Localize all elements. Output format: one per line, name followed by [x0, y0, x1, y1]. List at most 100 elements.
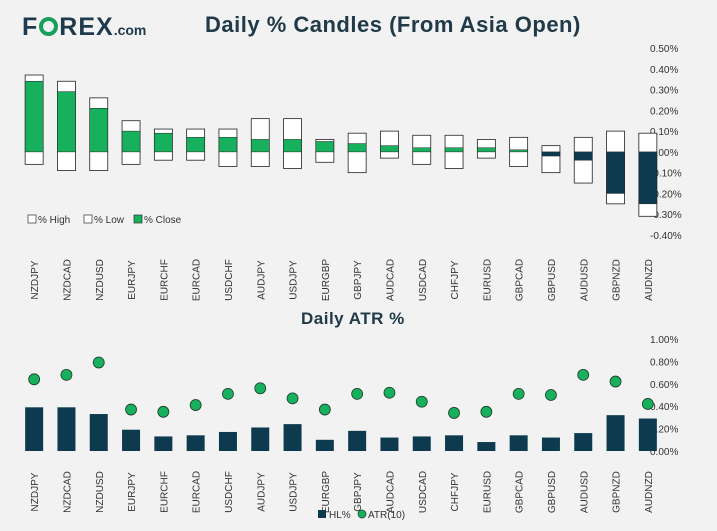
candle-close-body	[186, 137, 205, 153]
atr-chart-title: Daily ATR %	[301, 309, 405, 328]
atr-dot	[28, 373, 41, 386]
candles-xtick-label: EURCAD	[192, 259, 203, 301]
atr-xtick-label: EURGBP	[321, 471, 332, 514]
candles-xtick-label: AUDUSD	[579, 259, 590, 301]
candles-ytick-label: 0.10%	[650, 127, 678, 138]
atr-hl-bar	[541, 437, 560, 451]
candles-xtick-label: EURJPY	[127, 260, 138, 300]
atr-dot	[60, 368, 73, 381]
candle-range-box	[380, 130, 399, 159]
candles-legend-label: % Low	[94, 215, 125, 226]
candle-close-body	[444, 147, 464, 153]
logo-ring-icon	[39, 17, 59, 36]
candles-xtick-label: NZDCAD	[62, 259, 73, 301]
atr-dot	[577, 368, 590, 381]
candles-xtick-label: USDCHF	[224, 259, 235, 301]
atr-xtick-label: NZDUSD	[95, 471, 106, 513]
atr-xtick-label: EURUSD	[482, 471, 493, 513]
candles-xtick-label: GBPNZD	[612, 259, 623, 301]
candle-close-body	[638, 151, 658, 205]
atr-dot	[609, 375, 622, 388]
atr-hl-bar	[445, 435, 464, 451]
candle-close-body	[541, 151, 561, 157]
atr-hl-bar	[315, 439, 334, 451]
atr-xtick-label: EURCAD	[192, 471, 203, 513]
atr-xtick-label: USDJPY	[289, 472, 300, 512]
candles-xtick-label: CHFJPY	[450, 260, 461, 299]
forex-logo: F REX.com	[22, 13, 147, 41]
atr-dot	[512, 387, 525, 400]
candle-close-body	[154, 132, 173, 153]
candles-xtick-label: USDJPY	[289, 260, 300, 300]
atr-hl-bar	[574, 433, 593, 451]
atr-dot	[189, 399, 202, 411]
atr-legend-swatch	[357, 509, 367, 519]
candle-close-body	[121, 130, 141, 153]
candles-ytick-label: -0.40%	[650, 231, 682, 242]
candles-xtick-label: AUDCAD	[385, 259, 396, 301]
atr-ytick-label: 0.00%	[650, 447, 678, 458]
candle-close-body	[315, 141, 335, 153]
atr-dot	[318, 403, 331, 416]
candles-legend-swatch	[83, 214, 93, 224]
atr-xtick-label: NZDJPY	[30, 472, 41, 511]
atr-xtick-label: USDCHF	[224, 471, 235, 513]
candle-close-body	[606, 151, 625, 194]
atr-ytick-label: 0.60%	[650, 380, 678, 391]
candle-close-body	[251, 139, 270, 153]
candle-close-body	[477, 147, 496, 153]
atr-dot	[480, 405, 493, 418]
atr-xtick-label: AUDUSD	[579, 471, 590, 513]
atr-dot	[92, 356, 105, 369]
candles-ytick-label: 0.20%	[650, 106, 678, 117]
atr-hl-bar	[57, 407, 76, 451]
candles-legend-label: % Close	[144, 215, 182, 226]
candles-xtick-label: NZDJPY	[30, 260, 41, 299]
atr-xtick-label: EURCHF	[159, 471, 170, 513]
atr-hl-bar	[638, 418, 657, 451]
atr-legend-swatch	[318, 510, 326, 518]
atr-dot	[415, 395, 428, 408]
atr-ytick-label: 0.20%	[650, 425, 678, 436]
candles-xtick-label: GBPCAD	[515, 259, 526, 301]
candle-close-body	[347, 143, 367, 153]
candles-ytick-label: -0.20%	[650, 189, 682, 200]
atr-xtick-label: GBPUSD	[547, 471, 558, 513]
atr-xtick-label: USDCAD	[418, 471, 429, 513]
atr-xtick-label: CHFJPY	[450, 472, 461, 511]
candles-xtick-label: EURUSD	[482, 259, 493, 301]
atr-xtick-label: AUDJPY	[256, 472, 267, 512]
atr-hl-bar	[606, 415, 625, 451]
atr-legend-label: HL%	[329, 510, 351, 521]
atr-ytick-label: 1.00%	[650, 335, 678, 346]
candles-legend-swatch	[27, 214, 37, 224]
candles-xtick-label: AUDJPY	[256, 260, 267, 300]
atr-xtick-label: AUDNZD	[644, 471, 655, 513]
atr-xtick-label: GBPNZD	[612, 471, 623, 513]
candle-range-box	[541, 145, 561, 174]
atr-ytick-label: 0.80%	[650, 357, 678, 368]
candles-ytick-label: -0.30%	[650, 210, 682, 221]
atr-hl-bar	[25, 407, 44, 451]
atr-hl-bar	[348, 430, 367, 451]
atr-xtick-label: GBPCAD	[515, 471, 526, 513]
candle-close-body	[89, 108, 108, 153]
candles-xtick-label: GBPUSD	[547, 259, 558, 301]
candle-range-box	[347, 132, 367, 174]
atr-xtick-label: AUDCAD	[385, 471, 396, 513]
atr-dot	[351, 387, 364, 400]
atr-hl-bar	[122, 429, 141, 451]
candles-xtick-label: USDCAD	[418, 259, 429, 301]
atr-xtick-label: GBPJPY	[353, 472, 364, 512]
atr-dot	[222, 387, 234, 400]
candles-xtick-label: NZDUSD	[95, 259, 106, 301]
candles-chart-title: Daily % Candles (From Asia Open)	[205, 12, 581, 37]
candle-close-body	[380, 145, 399, 153]
atr-hl-bar	[154, 436, 173, 451]
atr-dot	[448, 407, 460, 419]
atr-dot	[286, 392, 299, 405]
atr-xtick-label: EURJPY	[127, 472, 138, 512]
candles-xtick-label: GBPJPY	[353, 260, 364, 300]
